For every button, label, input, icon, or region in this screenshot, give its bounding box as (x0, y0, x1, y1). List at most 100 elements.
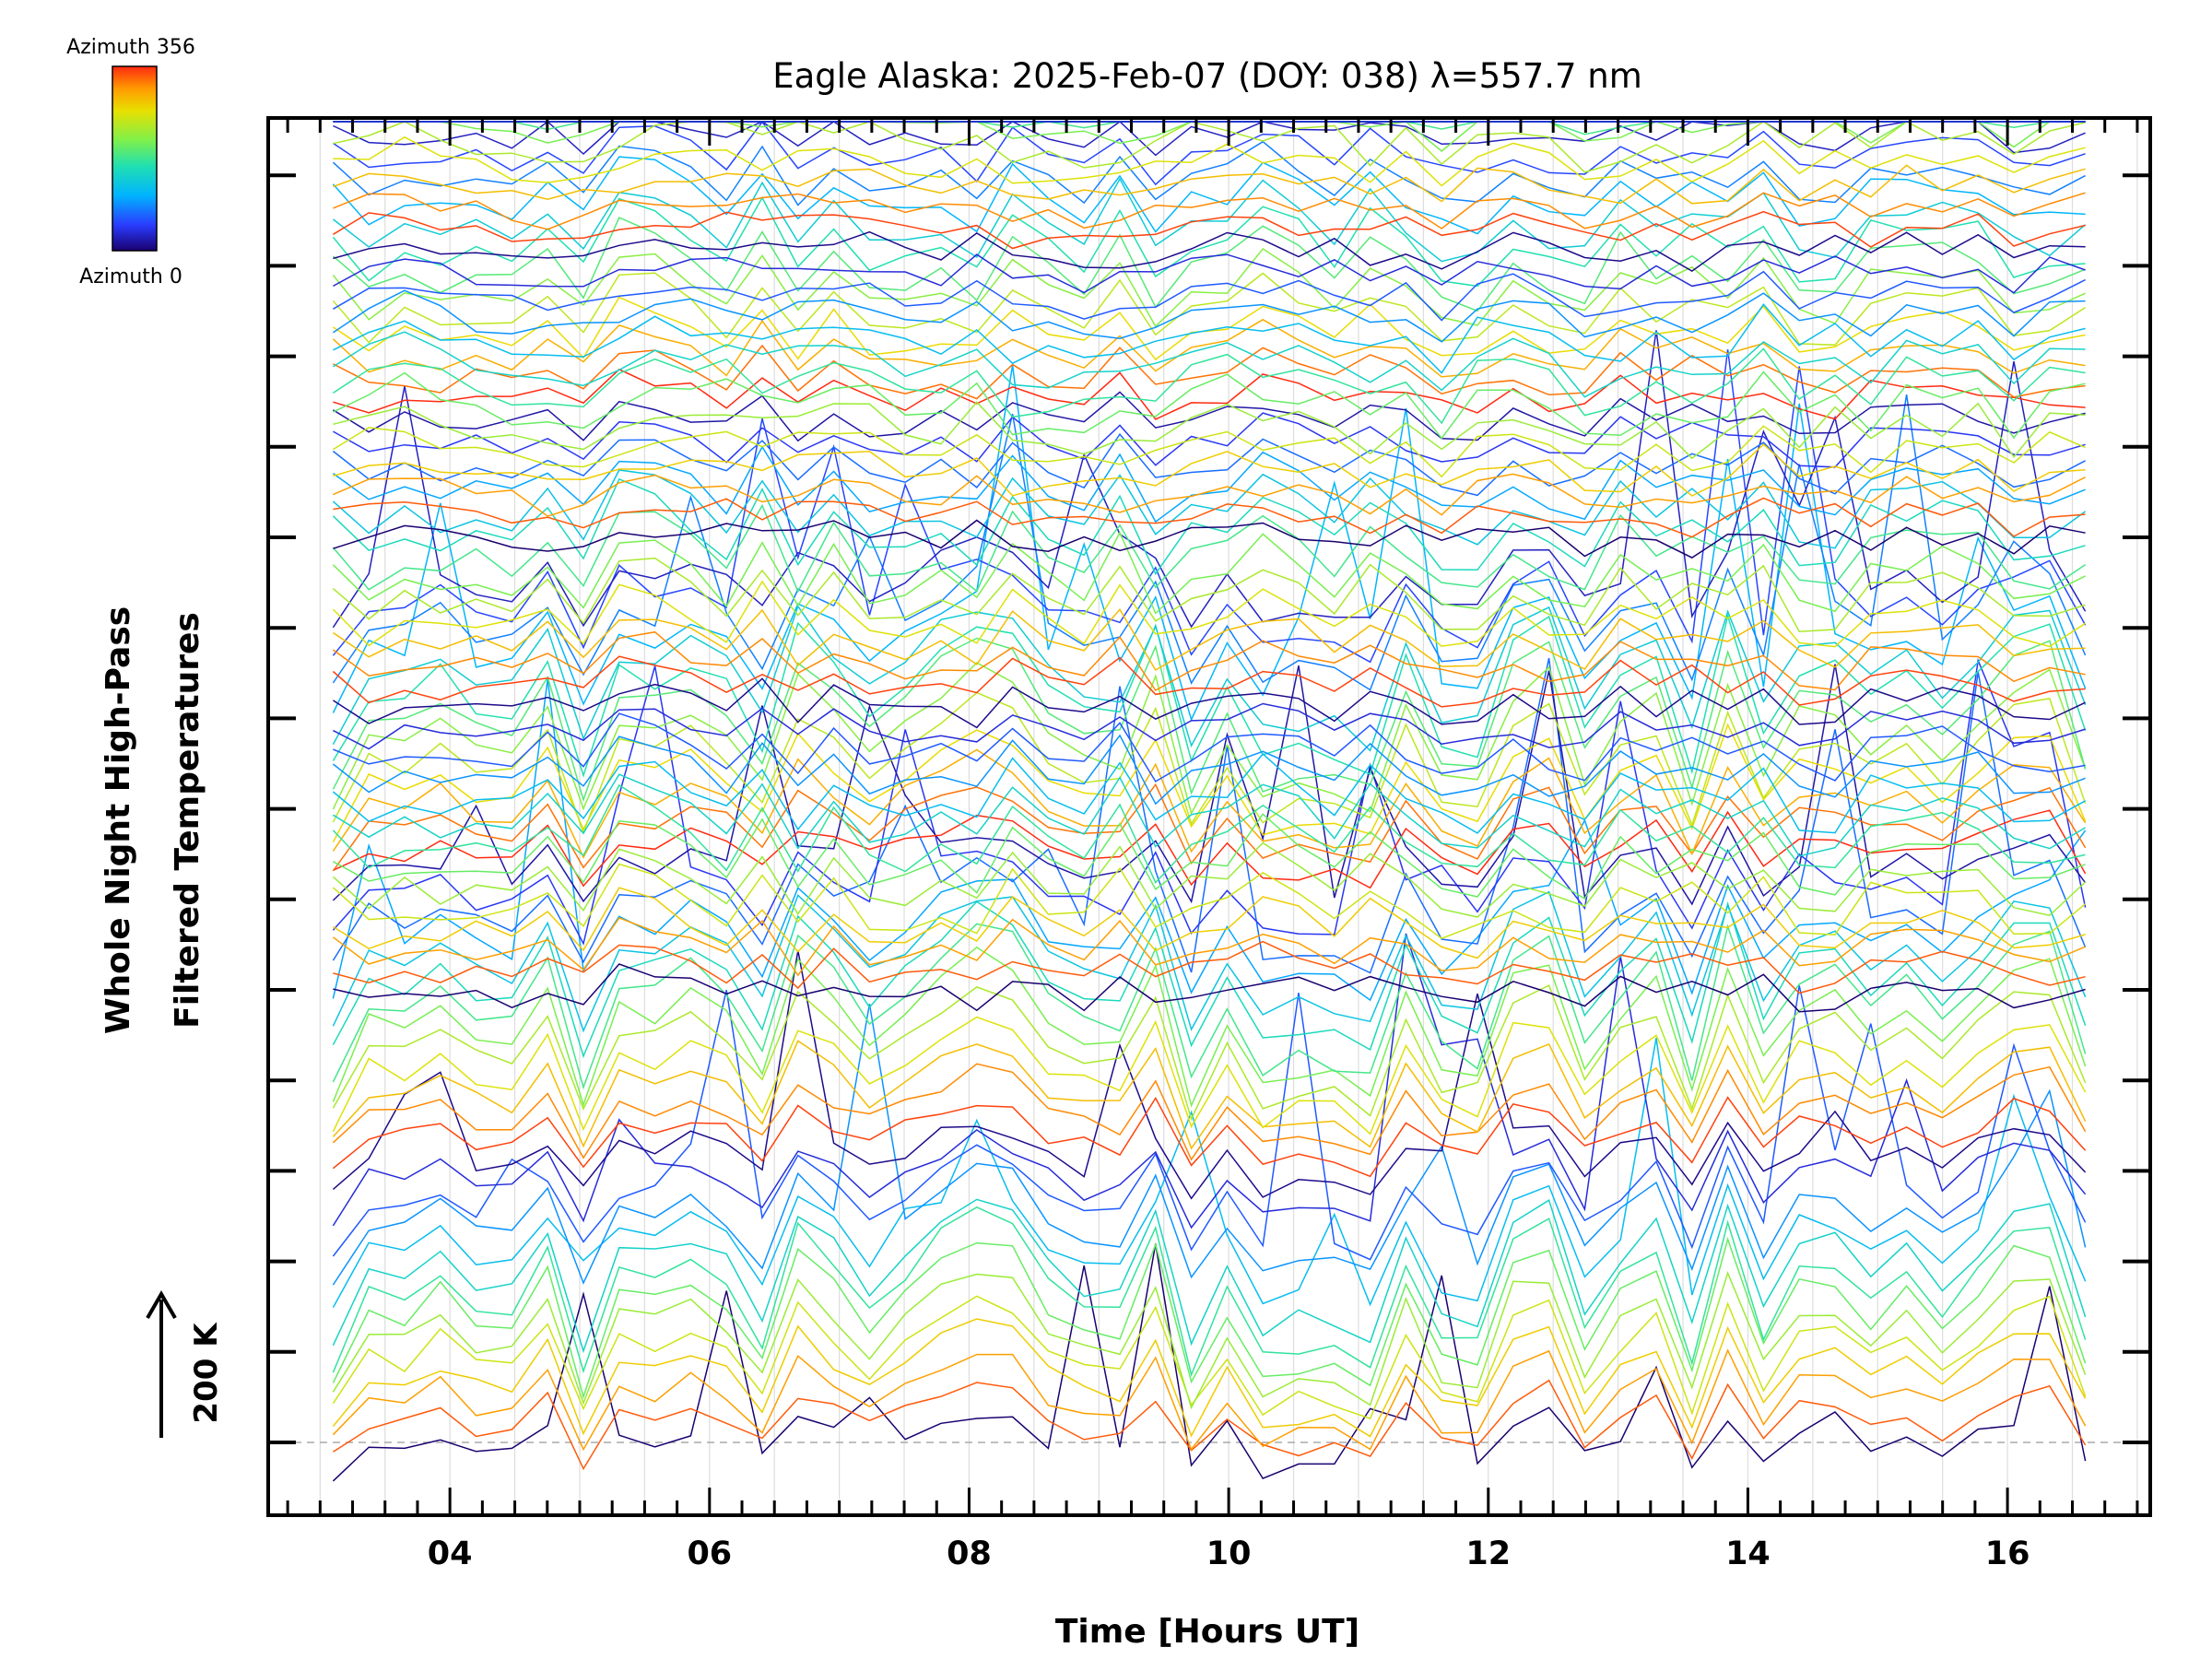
series-line (332, 248, 2086, 328)
series-layer (332, 121, 2087, 1482)
series-line (332, 923, 2087, 1090)
colorbar-top-label: Azimuth 356 (66, 36, 195, 59)
plot-frame (266, 116, 2152, 1517)
series-line (332, 580, 2087, 648)
series-line (332, 734, 2086, 806)
series-line (332, 691, 2087, 835)
series-line (333, 473, 2086, 517)
scale-bar-label: 200 K (188, 1322, 225, 1424)
series-line (333, 412, 2086, 468)
colorbar: Azimuth 356 Azimuth 0 (66, 36, 195, 288)
series-line (333, 497, 2086, 538)
series-line (333, 135, 2086, 187)
series-line (333, 253, 2086, 294)
series-line (333, 371, 2086, 440)
series-line (332, 841, 2087, 918)
series-line (332, 630, 2086, 691)
series-line (332, 1206, 2087, 1378)
series-line (332, 1348, 2087, 1452)
series-line (333, 519, 2086, 559)
x-axis-label: Time [Hours UT] (1055, 1613, 1359, 1651)
series-line (332, 1016, 2087, 1135)
series-line (332, 531, 2086, 615)
series-line (332, 890, 2087, 1033)
series-line (332, 783, 2086, 884)
series-line (333, 270, 2086, 322)
series-line (332, 985, 2087, 1261)
series-line (332, 557, 2086, 632)
y-axis-label-line1: Whole Night High-Pass (100, 606, 137, 1034)
x-tick-label: 08 (947, 1535, 992, 1572)
series-line (332, 748, 2087, 859)
series-line (333, 391, 2086, 442)
series-line (332, 331, 2086, 398)
series-line (332, 608, 2086, 672)
series-line (333, 121, 2086, 173)
series-line (332, 723, 2087, 843)
scale-bar: 200 K (146, 1289, 225, 1438)
series-line (332, 1004, 2087, 1286)
series-line (332, 782, 2087, 872)
y-axis-label-line2: Filtered Temperatures (169, 612, 206, 1029)
series-line (332, 1295, 2087, 1420)
series-line (333, 443, 2086, 497)
chart-title: Eagle Alaska: 2025-Feb-07 (DOY: 038) λ=5… (772, 56, 1642, 96)
series-line (332, 394, 2087, 691)
series-line (332, 950, 2087, 1200)
series-line (332, 121, 2086, 186)
series-line (332, 1063, 2087, 1161)
x-tick-label: 16 (1985, 1535, 2030, 1572)
x-tick-label: 12 (1465, 1535, 1511, 1572)
series-line (333, 813, 2086, 900)
series-line (332, 217, 2086, 312)
x-tick-label: 10 (1206, 1535, 1252, 1572)
series-line (332, 664, 2087, 906)
series-line (332, 613, 2087, 778)
series-line (333, 303, 2086, 374)
series-line (332, 445, 2086, 524)
series-line (332, 503, 2087, 594)
x-axis: 04 06 08 10 12 14 16 (428, 1535, 2030, 1572)
series-line (332, 296, 2086, 361)
series-line (332, 657, 2087, 974)
x-tick-label: 04 (428, 1535, 473, 1572)
series-line (333, 940, 2086, 994)
series-line (332, 272, 2087, 347)
series-line (332, 318, 2086, 378)
series-line (332, 1237, 2087, 1400)
series-line (332, 1243, 2087, 1482)
series-line (332, 946, 2087, 1108)
series-line (333, 210, 2086, 250)
series-line (333, 773, 2086, 857)
series-line (332, 1096, 2087, 1178)
series-line (332, 177, 2087, 263)
series-line (332, 1271, 2087, 1410)
series-line (332, 432, 2086, 497)
series-line (333, 887, 2086, 959)
series-line (333, 702, 2086, 750)
series-line (333, 401, 2086, 460)
series-line (333, 192, 2086, 230)
series-line (332, 863, 2087, 940)
x-tick-label: 06 (687, 1535, 732, 1572)
scale-bar-arrow-head (146, 1289, 177, 1319)
series-line (333, 344, 2086, 400)
series-line (332, 156, 2086, 235)
series-line (332, 347, 2086, 425)
series-line (332, 657, 2087, 946)
series-line (332, 289, 2086, 343)
series-line (332, 1318, 2087, 1438)
series-line (332, 916, 2086, 977)
series-line (333, 425, 2086, 478)
series-line (332, 1379, 2087, 1471)
series-line (332, 677, 2086, 729)
series-line (333, 963, 2086, 1013)
series-line (332, 752, 2086, 834)
series-line (332, 1040, 2087, 1150)
series-line (332, 349, 2087, 664)
plot-border (266, 116, 2152, 1517)
series-line (332, 655, 2086, 708)
series-line (332, 469, 2087, 549)
series-line (332, 933, 2087, 1230)
series-line (332, 605, 2087, 752)
